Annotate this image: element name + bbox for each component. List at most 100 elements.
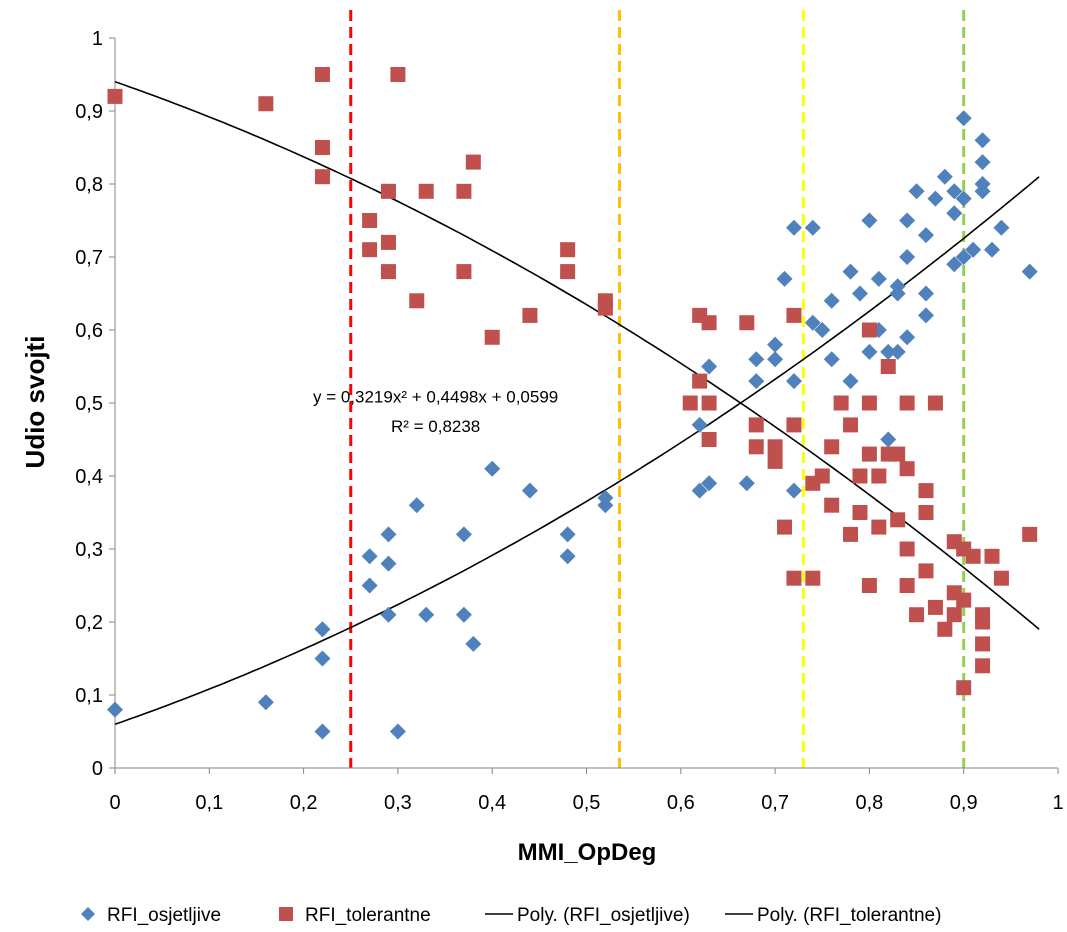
- point-rfi-osjetljive: [465, 635, 482, 652]
- point-rfi-osjetljive: [738, 475, 755, 492]
- point-rfi-tolerantne: [522, 307, 538, 323]
- point-rfi-osjetljive: [946, 256, 963, 273]
- point-rfi-tolerantne: [852, 505, 868, 520]
- point-rfi-tolerantne: [861, 446, 877, 462]
- point-rfi-tolerantne: [899, 578, 915, 593]
- point-rfi-tolerantne: [871, 468, 887, 484]
- point-rfi-tolerantne: [814, 468, 830, 484]
- point-rfi-osjetljive: [908, 183, 925, 200]
- point-rfi-osjetljive: [785, 482, 802, 499]
- point-rfi-osjetljive: [785, 219, 802, 236]
- point-rfi-osjetljive: [917, 227, 934, 244]
- point-rfi-tolerantne: [1022, 526, 1038, 542]
- point-rfi-tolerantne: [748, 417, 764, 433]
- point-rfi-osjetljive: [107, 701, 123, 718]
- point-rfi-tolerantne: [380, 234, 396, 250]
- point-rfi-tolerantne: [456, 264, 472, 280]
- point-rfi-tolerantne: [314, 169, 330, 185]
- point-rfi-osjetljive: [380, 606, 397, 623]
- point-rfi-tolerantne: [946, 607, 962, 623]
- point-rfi-osjetljive: [814, 322, 831, 338]
- y-tick-label: 1: [92, 28, 103, 50]
- legend-symbol-square: [279, 907, 293, 921]
- y-tick-label: 0,3: [75, 539, 103, 561]
- point-rfi-osjetljive: [880, 431, 897, 448]
- x-tick-label: 0,4: [478, 792, 506, 814]
- point-rfi-tolerantne: [409, 293, 425, 309]
- point-rfi-osjetljive: [983, 241, 1000, 258]
- y-tick-label: 0: [92, 758, 103, 780]
- point-rfi-tolerantne: [918, 483, 934, 499]
- point-rfi-tolerantne: [418, 183, 434, 199]
- point-rfi-tolerantne: [861, 395, 877, 411]
- point-rfi-tolerantne: [107, 88, 123, 104]
- point-rfi-osjetljive: [597, 489, 614, 506]
- point-rfi-tolerantne: [975, 636, 991, 652]
- point-rfi-osjetljive: [559, 526, 576, 543]
- point-rfi-osjetljive: [691, 416, 708, 433]
- x-axis-title: MMI_OpDeg: [518, 839, 657, 866]
- point-rfi-tolerantne: [692, 373, 708, 389]
- point-rfi-tolerantne: [701, 395, 717, 411]
- point-rfi-osjetljive: [823, 292, 840, 309]
- point-rfi-osjetljive: [899, 212, 916, 229]
- point-rfi-osjetljive: [804, 219, 821, 236]
- point-rfi-osjetljive: [880, 343, 897, 360]
- y-tick-label: 0,5: [75, 393, 103, 415]
- point-rfi-tolerantne: [380, 183, 396, 199]
- point-rfi-tolerantne: [786, 307, 802, 323]
- point-rfi-osjetljive: [767, 351, 784, 368]
- point-rfi-osjetljive: [748, 373, 765, 390]
- point-rfi-osjetljive: [1021, 263, 1038, 280]
- point-rfi-tolerantne: [682, 395, 698, 411]
- point-rfi-osjetljive: [974, 132, 991, 149]
- point-rfi-tolerantne: [843, 417, 859, 433]
- point-rfi-tolerantne: [899, 541, 915, 557]
- point-rfi-tolerantne: [380, 264, 396, 280]
- point-rfi-tolerantne: [824, 497, 840, 513]
- point-rfi-tolerantne: [956, 592, 972, 608]
- point-rfi-tolerantne: [965, 548, 981, 564]
- point-rfi-tolerantne: [890, 446, 906, 462]
- point-rfi-osjetljive: [418, 606, 435, 623]
- point-rfi-tolerantne: [390, 67, 406, 82]
- point-rfi-osjetljive: [993, 219, 1010, 236]
- y-tick-label: 0,2: [75, 612, 103, 634]
- point-rfi-osjetljive: [257, 694, 274, 711]
- point-rfi-tolerantne: [852, 468, 868, 484]
- point-rfi-osjetljive: [889, 343, 906, 360]
- point-rfi-osjetljive: [701, 475, 718, 492]
- point-rfi-osjetljive: [851, 285, 868, 302]
- axes: 0 0,1 0,2 0,3 0,4 0,5 0,6 0,7 0,8 0,9 1 0 0,1 0,2 0,3 0…: [75, 28, 1063, 814]
- point-rfi-osjetljive: [974, 176, 991, 192]
- point-rfi-tolerantne: [701, 315, 717, 331]
- legend-label: RFI_osjetljive: [107, 905, 221, 926]
- point-rfi-tolerantne: [767, 453, 783, 469]
- x-tick-label: 0,1: [195, 792, 223, 814]
- point-rfi-tolerantne: [560, 264, 576, 280]
- y-tick-label: 0,4: [75, 466, 103, 488]
- point-rfi-osjetljive: [842, 373, 859, 390]
- point-rfi-tolerantne: [833, 395, 849, 411]
- trendlines: [114, 80, 1040, 726]
- point-rfi-osjetljive: [955, 190, 972, 207]
- point-rfi-tolerantne: [984, 548, 1000, 564]
- point-rfi-osjetljive: [408, 497, 425, 514]
- point-rfi-tolerantne: [956, 680, 972, 696]
- point-rfi-osjetljive: [965, 241, 982, 258]
- point-rfi-osjetljive: [314, 621, 331, 638]
- point-rfi-tolerantne: [861, 578, 877, 593]
- x-tick-label: 0,2: [290, 792, 318, 814]
- point-rfi-tolerantne: [899, 395, 915, 411]
- x-tick-label: 0: [109, 792, 120, 814]
- x-tick-label: 0,5: [573, 792, 601, 814]
- y-tick-label: 0,9: [75, 101, 103, 123]
- point-rfi-osjetljive: [748, 351, 765, 368]
- point-rfi-osjetljive: [455, 606, 472, 623]
- point-rfi-tolerantne: [362, 242, 378, 258]
- point-rfi-tolerantne: [258, 96, 274, 112]
- legend-label: RFI_tolerantne: [305, 905, 431, 926]
- y-tick-label: 0,7: [75, 247, 103, 269]
- point-rfi-tolerantne: [824, 439, 840, 455]
